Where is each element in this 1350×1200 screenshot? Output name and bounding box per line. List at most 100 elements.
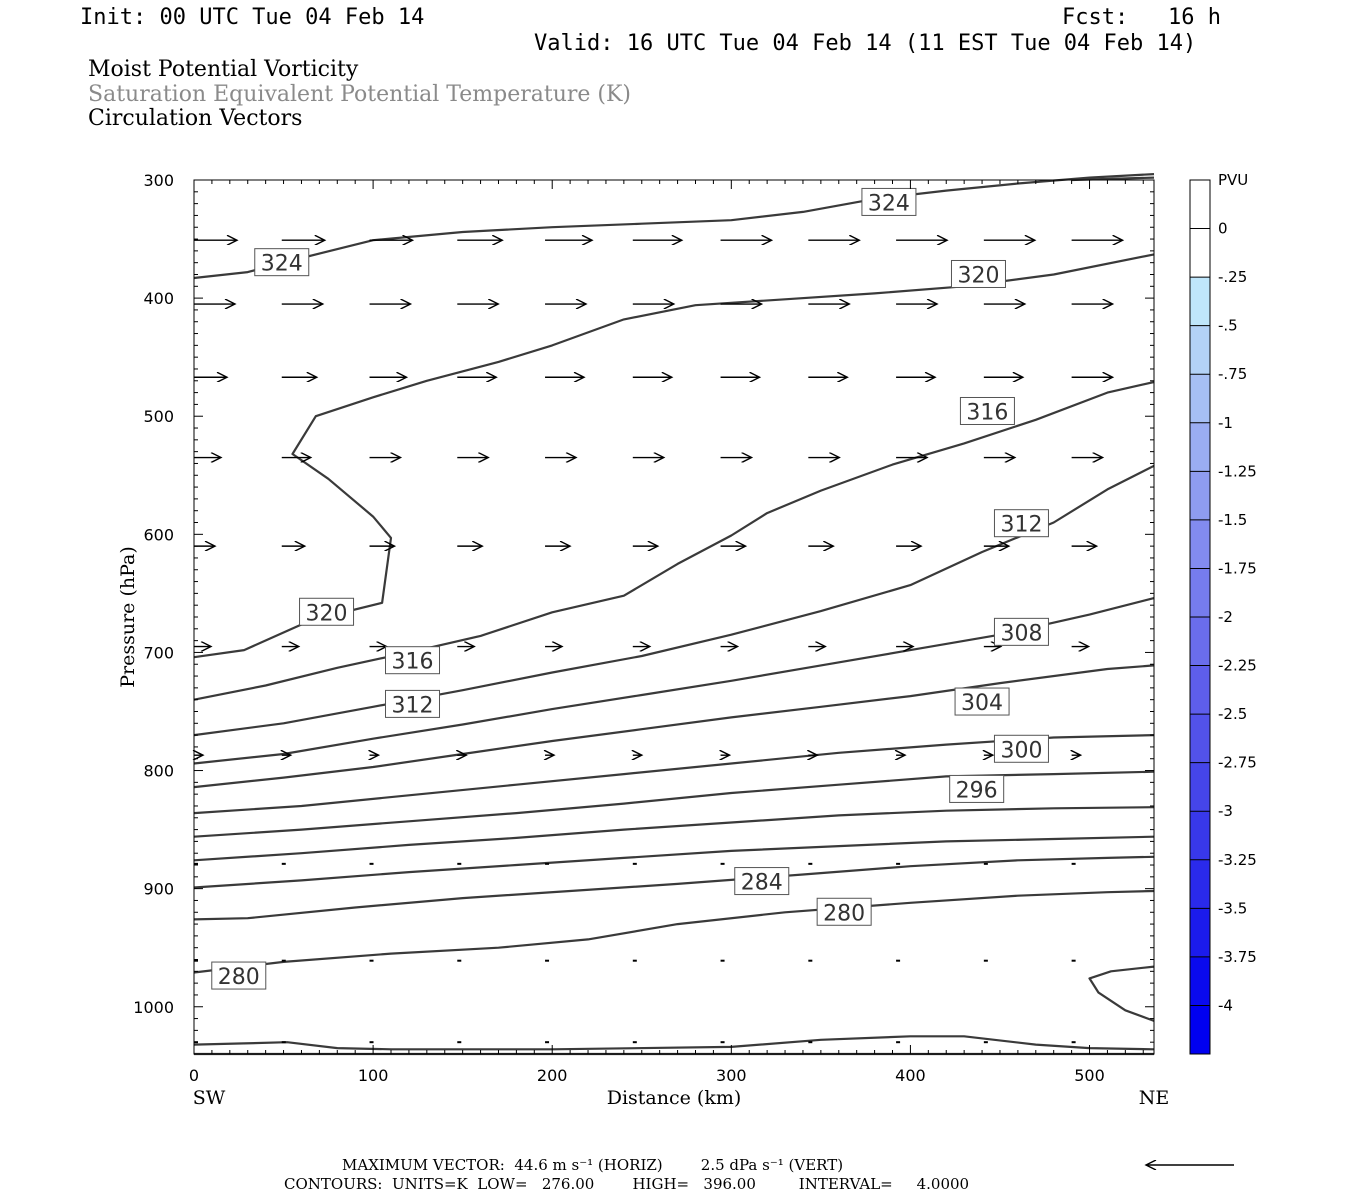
- contour-label-box: [211, 961, 267, 990]
- contour-label: 308: [1000, 621, 1042, 646]
- colorbar-swatch: [1190, 422, 1210, 472]
- maximum-vector-note: MAXIMUM VECTOR: 44.6 m s⁻¹ (HORIZ) 2.5 d…: [342, 1156, 844, 1174]
- contour-label: 316: [392, 650, 434, 675]
- colorbar-swatch: [1190, 1005, 1210, 1055]
- contour-line-288: [193, 835, 1155, 889]
- contour-label-box: [816, 897, 872, 926]
- colorbar-tick-label: -1: [1218, 414, 1233, 432]
- x-tick-label: 0: [189, 1066, 199, 1085]
- contour-label: 324: [868, 191, 910, 216]
- y-tick-label: 800: [143, 762, 174, 781]
- contour-label-box: [949, 774, 1005, 803]
- contour-label-box: [993, 509, 1049, 538]
- contour-label-box: [993, 734, 1049, 763]
- colorbar-swatch: [1190, 811, 1210, 861]
- colorbar-tick-label: -2.5: [1218, 705, 1247, 723]
- colorbar-tick-label: -3: [1218, 802, 1233, 820]
- contour-label: 312: [392, 693, 434, 718]
- contour-line-276: [193, 1035, 1155, 1051]
- contour-label-box: [385, 646, 441, 675]
- field-title-vectors: Circulation Vectors: [88, 106, 303, 131]
- x-tick-label: 400: [895, 1066, 926, 1085]
- y-tick-label: 400: [143, 289, 174, 308]
- y-axis-title: Pressure (hPa): [117, 546, 139, 688]
- x-tick-label: 300: [716, 1066, 747, 1085]
- contour-label-box: [959, 396, 1015, 425]
- field-title-mpv: Moist Potential Vorticity: [88, 57, 359, 82]
- colorbar-tick-label: -.25: [1218, 268, 1247, 286]
- y-tick-label: 600: [143, 525, 174, 544]
- colorbar-swatch: [1190, 617, 1210, 667]
- contour-line-280: [1088, 965, 1155, 1022]
- colorbar-tick-label: -1.5: [1218, 511, 1247, 529]
- contour-label-box: [254, 248, 310, 277]
- x-axis-title: Distance (km): [607, 1087, 742, 1109]
- contour-label: 300: [1000, 738, 1042, 763]
- colorbar-swatch: [1190, 568, 1210, 618]
- colorbar-tick-label: -2: [1218, 608, 1233, 626]
- x-tick-label: 200: [537, 1066, 568, 1085]
- contour-label-box: [954, 687, 1010, 716]
- colorbar-swatch: [1190, 325, 1210, 375]
- contour-info-note: CONTOURS: UNITS=K LOW= 276.00 HIGH= 396.…: [284, 1175, 970, 1193]
- forecast-hour-label: Fcst: 16 h: [1062, 5, 1221, 30]
- contour-line-292: [193, 806, 1155, 862]
- y-tick-label: 700: [143, 643, 174, 662]
- colorbar-swatch: [1190, 519, 1210, 569]
- colorbar-tick-label: 0: [1218, 220, 1228, 238]
- colorbar-swatch: [1190, 908, 1210, 958]
- x-tick-label: 100: [358, 1066, 389, 1085]
- contour-line-324: [193, 173, 1155, 280]
- contour-label-box: [993, 617, 1049, 646]
- x-axis-left-end-label: SW: [193, 1087, 226, 1109]
- contour-line-304: [193, 664, 1155, 789]
- colorbar-tick-label: -4: [1218, 996, 1233, 1014]
- colorbar-swatch: [1190, 180, 1210, 230]
- contour-label: 312: [1000, 513, 1042, 538]
- valid-time-label: Valid: 16 UTC Tue 04 Feb 14 (11 EST Tue …: [534, 31, 1197, 56]
- colorbar-swatch: [1190, 859, 1210, 909]
- contour-label-box: [734, 867, 790, 896]
- contour-label: 304: [961, 691, 1003, 716]
- contour-label-box: [385, 689, 441, 718]
- contour-line-320: [193, 253, 1155, 659]
- colorbar-tick-label: -3.75: [1218, 948, 1257, 966]
- colorbar-tick-label: -2.25: [1218, 657, 1257, 675]
- colorbar-tick-label: -3.5: [1218, 899, 1247, 917]
- colorbar-tick-label: -1.75: [1218, 559, 1257, 577]
- contour-label-box: [861, 187, 917, 216]
- colorbar-tick-label: -.5: [1218, 317, 1238, 335]
- colorbar-swatch: [1190, 228, 1210, 278]
- init-label: Init: 00 UTC Tue 04 Feb 14: [80, 5, 425, 30]
- contour-label: 320: [306, 601, 348, 626]
- contour-line-312: [193, 464, 1155, 737]
- x-tick-label: 500: [1074, 1066, 1105, 1085]
- x-axis-right-end-label: NE: [1139, 1087, 1170, 1109]
- colorbar-tick-label: -.75: [1218, 365, 1247, 383]
- colorbar-swatch: [1190, 471, 1210, 521]
- contour-line-280: [193, 889, 1155, 974]
- contour-label: 280: [218, 965, 260, 990]
- colorbar-swatch: [1190, 762, 1210, 812]
- contour-label-box: [950, 259, 1006, 288]
- contour-label: 296: [956, 778, 998, 803]
- colorbar-swatch: [1190, 665, 1210, 715]
- contour-label: 320: [957, 263, 999, 288]
- y-tick-label: 1000: [133, 998, 174, 1017]
- colorbar-swatch: [1190, 956, 1210, 1006]
- colorbar-swatch: [1190, 374, 1210, 424]
- contour-label: 284: [741, 871, 783, 896]
- contour-label: 324: [261, 252, 303, 277]
- contour-line-284: [193, 855, 1155, 921]
- y-tick-label: 500: [143, 407, 174, 426]
- y-tick-label: 900: [143, 880, 174, 899]
- contour-line-316: [193, 380, 1155, 701]
- colorbar-swatch: [1190, 277, 1210, 327]
- colorbar-tick-label: -3.25: [1218, 851, 1257, 869]
- contour-label-box: [299, 597, 355, 626]
- field-title-theta-es: Saturation Equivalent Potential Temperat…: [88, 82, 631, 107]
- colorbar-title: PVU: [1218, 171, 1248, 189]
- y-tick-label: 300: [143, 171, 174, 190]
- colorbar-tick-label: -2.75: [1218, 754, 1257, 772]
